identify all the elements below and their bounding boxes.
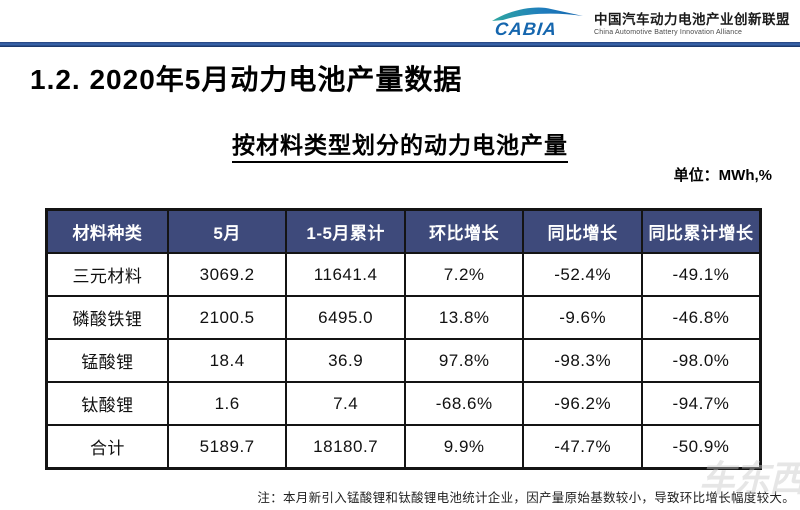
table-title-text: 按材料类型划分的动力电池产量 (232, 132, 568, 163)
column-header: 材料种类 (45, 208, 169, 254)
cell-value: 1.6 (166, 381, 288, 426)
section-title: 1.2. 2020年5月动力电池产量数据 (30, 64, 463, 95)
table-row: 钛酸锂 1.6 7.4 -68.6% -96.2% -94.7% (45, 381, 762, 426)
org-name-cn: 中国汽车动力电池产业创新联盟 (594, 12, 790, 27)
table-header-row: 材料种类 5月 1-5月累计 环比增长 同比增长 同比累计增长 (45, 208, 762, 254)
column-header: 1-5月累计 (285, 208, 406, 254)
cell-value: 18180.7 (285, 424, 406, 470)
column-header: 环比增长 (403, 208, 525, 254)
cabia-logo: CABIA 中国汽车动力电池产业创新联盟 China Automotive Ba… (489, 4, 790, 40)
org-name-en: China Automotive Battery Innovation Alli… (594, 29, 743, 36)
cell-value: 97.8% (403, 338, 525, 383)
cabia-logo-mark: CABIA (489, 4, 585, 40)
car-swoosh-icon (492, 7, 583, 21)
column-header: 5月 (166, 208, 288, 254)
table-row: 三元材料 3069.2 11641.4 7.2% -52.4% -49.1% (45, 252, 762, 297)
table-row: 磷酸铁锂 2100.5 6495.0 13.8% -9.6% -46.8% (45, 295, 762, 340)
table-row: 锰酸锂 18.4 36.9 97.8% -98.3% -98.0% (45, 338, 762, 383)
cell-value: -94.7% (640, 381, 762, 426)
cell-value: 2100.5 (166, 295, 288, 340)
cell-value: -52.4% (522, 252, 643, 297)
cell-value: -46.8% (640, 295, 762, 340)
cell-value: 18.4 (166, 338, 288, 383)
row-label: 钛酸锂 (45, 381, 169, 426)
table-title: 按材料类型划分的动力电池产量 (0, 126, 800, 163)
cell-value: -96.2% (522, 381, 643, 426)
cell-value: 13.8% (403, 295, 525, 340)
cell-value: 9.9% (403, 424, 525, 470)
row-label: 三元材料 (45, 252, 169, 297)
cell-value: -68.6% (403, 381, 525, 426)
cell-value: -9.6% (522, 295, 643, 340)
cell-value: 11641.4 (285, 252, 406, 297)
cell-value: -98.0% (640, 338, 762, 383)
column-header: 同比增长 (522, 208, 643, 254)
column-header: 同比累计增长 (640, 208, 762, 254)
top-bar: CABIA 中国汽车动力电池产业创新联盟 China Automotive Ba… (0, 0, 800, 42)
cell-value: 6495.0 (285, 295, 406, 340)
footnote: 注：本月新引入锰酸锂和钛酸锂电池统计企业，因产量原始基数较小，导致环比增长幅度较… (257, 491, 795, 505)
header-divider (0, 42, 800, 47)
cell-value: -47.7% (522, 424, 643, 470)
cell-value: 7.2% (403, 252, 525, 297)
row-label: 磷酸铁锂 (45, 295, 169, 340)
org-names: 中国汽车动力电池产业创新联盟 China Automotive Battery … (594, 8, 790, 36)
cell-value: -49.1% (640, 252, 762, 297)
battery-production-table: 材料种类 5月 1-5月累计 环比增长 同比增长 同比累计增长 三元材料 3069.2 116… (45, 208, 762, 470)
row-label: 锰酸锂 (45, 338, 169, 383)
cell-value: 7.4 (285, 381, 406, 426)
table-row: 合计 5189.7 18180.7 9.9% -47.7% -50.9% (45, 424, 762, 470)
row-label: 合计 (45, 424, 169, 470)
cell-value: 36.9 (285, 338, 406, 383)
cell-value: 5189.7 (166, 424, 288, 470)
unit-label: 单位：MWh,% (673, 167, 772, 184)
cell-value: -50.9% (640, 424, 762, 470)
cell-value: 3069.2 (166, 252, 288, 297)
cabia-logo-text: CABIA (494, 19, 559, 39)
cell-value: -98.3% (522, 338, 643, 383)
